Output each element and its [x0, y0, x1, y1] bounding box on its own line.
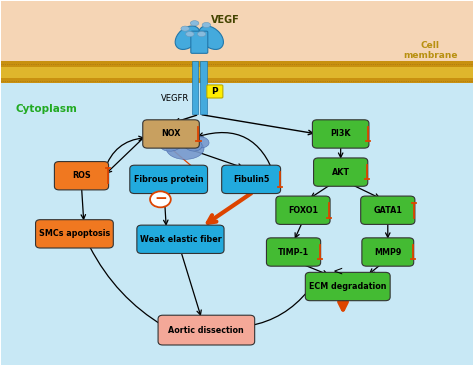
Text: Fibulin5: Fibulin5	[233, 175, 269, 184]
FancyBboxPatch shape	[314, 158, 368, 186]
Text: ECM degradation: ECM degradation	[309, 282, 386, 291]
Text: ROS: ROS	[72, 171, 91, 180]
Text: Weak elastic fiber: Weak elastic fiber	[139, 235, 221, 244]
Bar	[192, 61, 198, 114]
FancyBboxPatch shape	[222, 165, 281, 194]
FancyBboxPatch shape	[158, 315, 255, 345]
FancyBboxPatch shape	[137, 225, 224, 254]
Ellipse shape	[175, 26, 200, 49]
FancyBboxPatch shape	[276, 196, 330, 224]
Ellipse shape	[185, 140, 202, 151]
FancyBboxPatch shape	[55, 161, 109, 190]
Bar	[1, 83, 473, 365]
FancyBboxPatch shape	[191, 31, 208, 53]
Bar	[200, 61, 207, 114]
Ellipse shape	[199, 26, 223, 49]
Text: SMCs apoptosis: SMCs apoptosis	[39, 229, 110, 238]
FancyBboxPatch shape	[362, 238, 414, 266]
Text: Aortic dissection: Aortic dissection	[168, 326, 244, 335]
Text: MMP9: MMP9	[374, 247, 401, 257]
Text: <: <	[333, 265, 344, 278]
FancyBboxPatch shape	[305, 272, 390, 301]
FancyBboxPatch shape	[312, 120, 369, 148]
Ellipse shape	[166, 138, 204, 159]
Text: TIMP-1: TIMP-1	[278, 247, 309, 257]
Ellipse shape	[186, 31, 194, 37]
Text: FOXO1: FOXO1	[288, 206, 318, 215]
Ellipse shape	[181, 26, 190, 31]
Ellipse shape	[191, 20, 199, 26]
Ellipse shape	[190, 136, 209, 148]
Text: Cell
membrane: Cell membrane	[403, 41, 457, 60]
FancyBboxPatch shape	[143, 120, 199, 148]
Text: PI3K: PI3K	[330, 130, 351, 138]
Bar	[1, 1, 473, 83]
Bar	[1, 67, 473, 78]
Text: GATA1: GATA1	[374, 206, 402, 215]
Text: Fibrous protein: Fibrous protein	[134, 175, 203, 184]
Bar	[1, 61, 473, 83]
Text: Cytoplasm: Cytoplasm	[16, 104, 77, 113]
FancyBboxPatch shape	[207, 85, 223, 98]
Circle shape	[150, 191, 171, 207]
Ellipse shape	[169, 132, 192, 146]
FancyBboxPatch shape	[361, 196, 415, 224]
FancyBboxPatch shape	[130, 165, 208, 194]
Ellipse shape	[202, 22, 210, 27]
Ellipse shape	[197, 31, 206, 37]
FancyBboxPatch shape	[266, 238, 320, 266]
Text: AKT: AKT	[332, 168, 350, 177]
Text: P: P	[211, 87, 218, 96]
FancyBboxPatch shape	[36, 220, 113, 248]
Text: −: −	[154, 191, 167, 206]
Text: VEGF: VEGF	[211, 15, 239, 25]
Text: NOX: NOX	[161, 130, 181, 138]
Ellipse shape	[160, 137, 182, 151]
Text: VEGFR: VEGFR	[161, 94, 190, 103]
